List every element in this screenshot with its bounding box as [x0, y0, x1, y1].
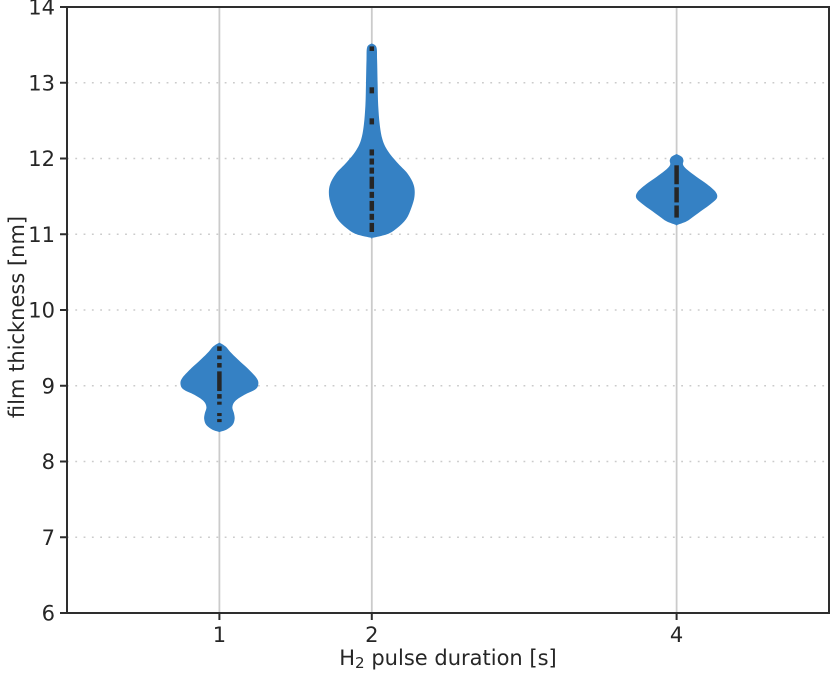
x-axis-label: H2 pulse duration [s]: [67, 646, 829, 673]
x-axis-label-prefix: H: [339, 646, 356, 670]
violin-body: [328, 43, 415, 239]
y-tick-label: 8: [42, 450, 55, 474]
x-tick-label: 1: [213, 623, 226, 647]
x-tick-label: 2: [365, 623, 378, 647]
y-tick-label: 6: [42, 602, 55, 626]
y-tick-label: 9: [42, 374, 55, 398]
y-axis-label: film thickness [nm]: [5, 215, 29, 419]
y-tick-label: 7: [42, 526, 55, 550]
y-tick-label: 11: [28, 223, 55, 247]
y-tick-label: 13: [28, 71, 55, 95]
x-axis-label-rest: pulse duration [s]: [364, 646, 557, 670]
x-tick-label: 4: [670, 623, 683, 647]
x-axis-label-subscript: 2: [355, 654, 365, 673]
y-tick-label: 10: [28, 299, 55, 323]
y-tick-label: 12: [28, 147, 55, 171]
y-tick-label: 14: [28, 0, 55, 20]
